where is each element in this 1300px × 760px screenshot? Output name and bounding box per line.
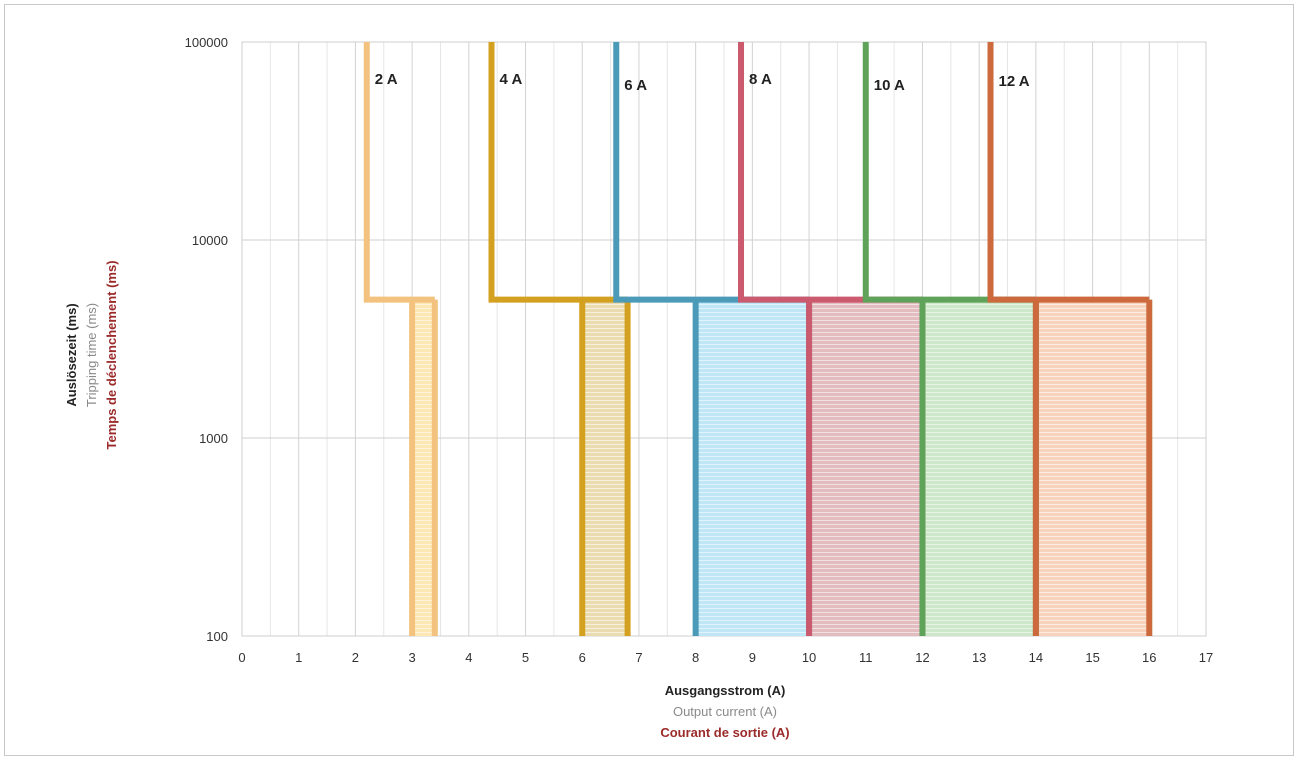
- x-axis-title-fr: Courant de sortie (A): [660, 725, 789, 740]
- x-tick-label: 2: [352, 650, 359, 665]
- x-tick-label: 17: [1199, 650, 1213, 665]
- x-tick-label: 13: [972, 650, 986, 665]
- x-tick-label: 14: [1029, 650, 1043, 665]
- tolerance-band-hatch: [412, 299, 435, 636]
- tolerance-band-hatch: [809, 299, 923, 636]
- y-axis-title-fr: Temps de déclenchement (ms): [104, 260, 119, 449]
- trip-curve: [738, 42, 923, 303]
- y-axis-title-de: Auslösezeit (ms): [64, 303, 79, 406]
- tolerance-band-hatch: [695, 299, 810, 636]
- trip-curve: [488, 42, 628, 303]
- x-axis-title-de: Ausgangsstrom (A): [665, 683, 786, 698]
- x-tick-label: 8: [692, 650, 699, 665]
- y-tick-label: 100000: [185, 35, 228, 50]
- tolerance-band-hatch: [922, 299, 1036, 636]
- x-tick-label: 9: [749, 650, 756, 665]
- series-label: 2 A: [375, 71, 398, 88]
- trip-curve: [363, 42, 435, 303]
- y-axis-title-en: Tripping time (ms): [84, 303, 99, 407]
- tolerance-band-hatch: [1035, 299, 1150, 636]
- x-tick-label: 1: [295, 650, 302, 665]
- series-label: 10 A: [874, 77, 905, 94]
- x-tick-label: 7: [635, 650, 642, 665]
- x-axis-title-en: Output current (A): [673, 704, 777, 719]
- x-tick-label: 6: [579, 650, 586, 665]
- x-tick-label: 15: [1085, 650, 1099, 665]
- x-tick-label: 3: [409, 650, 416, 665]
- series-label: 6 A: [624, 77, 647, 94]
- x-tick-label: 0: [238, 650, 245, 665]
- y-axis-title: Auslösezeit (ms) Tripping time (ms) Temp…: [64, 260, 119, 449]
- x-tick-label: 16: [1142, 650, 1156, 665]
- y-tick-label: 1000: [199, 431, 228, 446]
- series-label: 4 A: [500, 71, 523, 88]
- x-tick-label: 10: [802, 650, 816, 665]
- trip-curve: [862, 42, 1036, 303]
- x-tick-label: 12: [915, 650, 929, 665]
- x-tick-label: 5: [522, 650, 529, 665]
- tolerance-band-hatch: [582, 299, 628, 636]
- y-tick-label: 100: [206, 629, 228, 644]
- x-axis-title: Ausgangsstrom (A) Output current (A) Cou…: [660, 683, 789, 740]
- series-label: 8 A: [749, 71, 772, 88]
- series-label: 12 A: [999, 73, 1030, 90]
- y-tick-label: 10000: [192, 233, 228, 248]
- x-tick-label: 4: [465, 650, 472, 665]
- trip-curve: [987, 42, 1150, 303]
- x-tick-label: 11: [859, 650, 873, 665]
